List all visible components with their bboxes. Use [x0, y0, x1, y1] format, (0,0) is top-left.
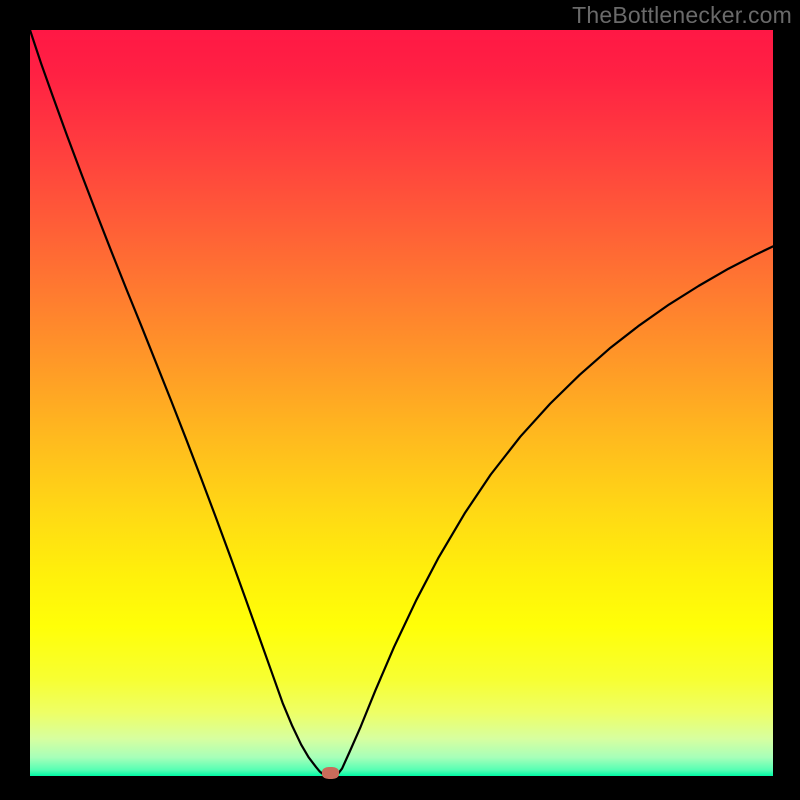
optimum-marker	[322, 767, 339, 779]
plot-area	[30, 30, 773, 776]
curve-path	[30, 30, 773, 775]
watermark-text: TheBottlenecker.com	[572, 2, 792, 29]
bottleneck-curve	[30, 30, 773, 776]
chart-frame: TheBottlenecker.com	[0, 0, 800, 800]
